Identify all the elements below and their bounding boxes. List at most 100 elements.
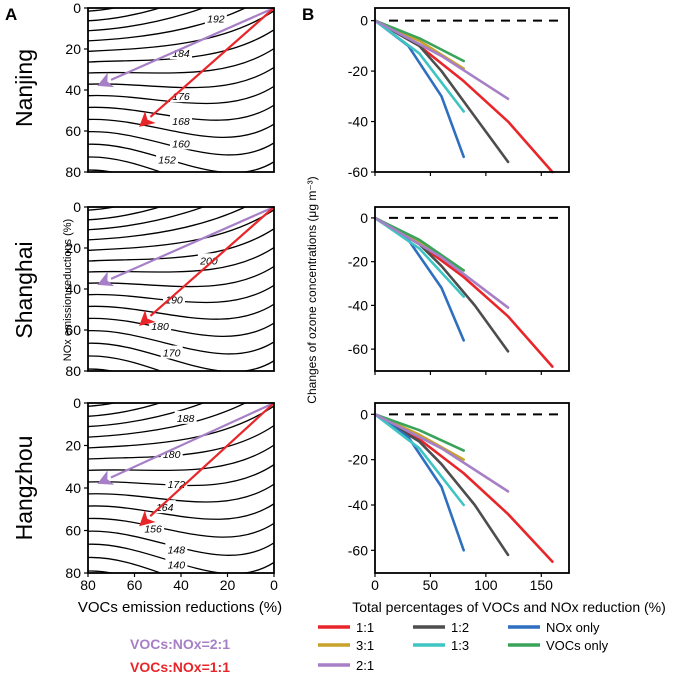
contour-line	[88, 556, 163, 573]
panel-a-ylabel: NOx emission reductions (%)	[62, 219, 74, 361]
contour-label-bg	[174, 410, 197, 424]
y-tick-label: 60	[65, 322, 81, 338]
contour-line	[88, 284, 274, 304]
contour-label: 192	[207, 13, 225, 25]
contour-label-bg	[204, 11, 227, 25]
contour-label-bg	[170, 136, 192, 150]
contour-line	[88, 8, 247, 42]
city-label-shanghai: Shanghai	[11, 241, 37, 338]
contour-label: 160	[172, 138, 190, 150]
arrow-head-2-1	[97, 72, 115, 88]
y-tick-label: 80	[65, 363, 81, 379]
arrow-head-2-1	[97, 470, 115, 485]
contour-line	[88, 405, 274, 449]
series-line-1-1	[373, 19, 554, 174]
contour-label-bg	[160, 345, 183, 359]
legend-label: 2:1	[356, 658, 374, 673]
x-tick-label: 50	[423, 577, 439, 593]
series-line-vocs-only	[373, 413, 465, 452]
y-tick-label: -60	[348, 542, 368, 558]
contour-label: 200	[199, 255, 218, 267]
series-line-1-2	[373, 19, 510, 164]
contour-label: 156	[144, 523, 162, 535]
x-tick-label: 100	[474, 577, 498, 593]
legend-a-ratio-2-1: VOCs:NOx=2:1	[130, 636, 230, 652]
y-tick-label: -20	[348, 63, 368, 79]
contour-label-bg	[160, 447, 183, 460]
y-tick-label: 40	[65, 82, 81, 98]
contour-line	[88, 303, 274, 320]
y-tick-label: 60	[65, 523, 81, 539]
contour-line	[88, 207, 206, 231]
y-tick-label: 80	[65, 164, 81, 180]
contour-label: 190	[165, 294, 183, 306]
contour-line	[86, 183, 276, 227]
y-tick-label: -20	[348, 254, 368, 270]
contour-line	[88, 403, 118, 407]
x-tick-label: 150	[530, 577, 554, 593]
plot-frame	[374, 402, 570, 574]
y-tick-label: 0	[360, 406, 368, 422]
contour-line	[88, 118, 274, 138]
arrow-line-2-1	[110, 6, 275, 81]
contour-lines	[88, 403, 274, 573]
y-tick-label: 20	[65, 240, 81, 256]
contour-line	[88, 143, 274, 172]
contour-line	[88, 368, 115, 371]
y-tick-label: 0	[73, 0, 81, 16]
contour-line	[88, 207, 162, 221]
x-tick-label: 0	[371, 577, 379, 593]
y-tick-label: 20	[65, 438, 81, 454]
contour-label: 168	[172, 116, 190, 128]
contour-line	[88, 265, 274, 288]
contour-label: 152	[158, 155, 176, 167]
contour-line	[88, 502, 274, 520]
contour-line	[88, 227, 274, 262]
contour-label: 180	[151, 321, 169, 333]
contour-chart-shanghai: 200 190 180 170 0 20 40 60 80	[65, 199, 275, 379]
series-line-1-3	[373, 413, 465, 507]
y-tick-label: 0	[360, 13, 368, 29]
contour-line	[88, 169, 115, 172]
contour-lines	[88, 207, 274, 371]
y-tick-label: -40	[348, 114, 368, 130]
contour-label-bg	[165, 557, 188, 571]
contour-line	[88, 424, 274, 460]
line-chart-shanghai: 0 -20 -40 -60	[348, 206, 570, 375]
contour-label-bg	[170, 46, 192, 60]
legend-a-ratio-1-1: VOCs:NOx=1:1	[130, 659, 230, 675]
contour-line	[88, 156, 163, 172]
y-tick-label: 0	[360, 210, 368, 226]
contour-line	[88, 355, 163, 371]
line-chart-nanjing: 0 -20 -40 -60	[348, 7, 570, 180]
contour-label-bg	[153, 500, 176, 514]
panel-b-legend: 1:1 1:2 NOx only 3:1 1:3 VOCs only 2:1	[318, 620, 609, 673]
panel-a-label: A	[5, 5, 17, 24]
y-tick-label: -60	[348, 341, 368, 357]
contour-label: 148	[168, 545, 186, 557]
contour-line	[88, 342, 274, 371]
contour-label: 170	[163, 348, 181, 360]
legend-label: 1:3	[451, 638, 469, 653]
contour-line	[88, 8, 206, 32]
series-line-2-1	[373, 19, 510, 101]
arrow-head-1-1	[139, 309, 156, 326]
y-tick-label: -60	[348, 164, 368, 180]
line-chart-hangzhou: 0 -20 -40 -60 0 50 100 150	[348, 402, 570, 593]
contour-line	[88, 403, 162, 417]
x-tick-label: 80	[80, 577, 96, 593]
series-line-1-3	[373, 19, 465, 113]
y-tick-label: -40	[348, 297, 368, 313]
series-line-1-2	[373, 216, 510, 353]
contour-line	[88, 517, 274, 538]
contour-label-bg	[163, 292, 186, 306]
contour-label: 140	[168, 560, 186, 572]
legend-label: NOx only	[546, 620, 600, 635]
y-tick-label: 40	[65, 480, 81, 496]
series-line-1-1	[373, 413, 554, 563]
panel-b-ylabel: Changes of ozone concentrations (μg m⁻³)	[305, 176, 319, 403]
contour-line	[88, 330, 274, 355]
